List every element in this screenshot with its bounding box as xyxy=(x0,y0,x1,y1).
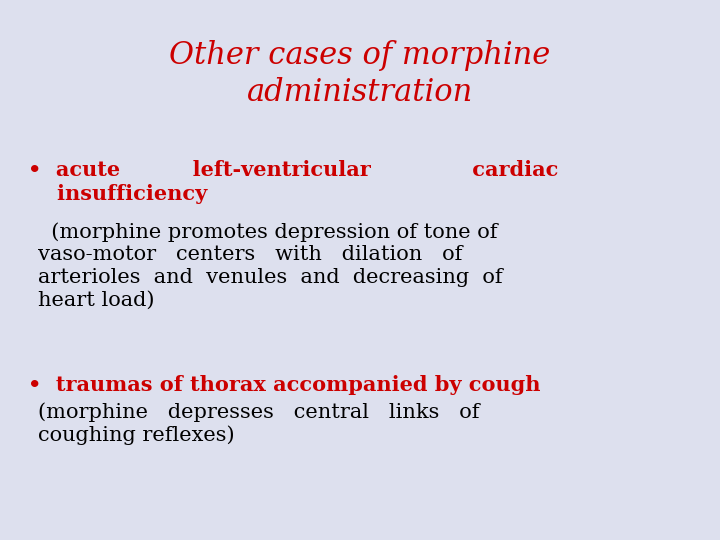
Text: Other cases of morphine
administration: Other cases of morphine administration xyxy=(169,40,551,108)
Text: (morphine   depresses   central   links   of
coughing reflexes): (morphine depresses central links of cou… xyxy=(38,402,480,446)
Text: •  acute          left-ventricular              cardiac
    insufficiency: • acute left-ventricular cardiac insuffi… xyxy=(28,160,559,204)
Text: (morphine promotes depression of tone of
vaso-motor   centers   with   dilation : (morphine promotes depression of tone of… xyxy=(38,222,503,310)
Text: •  traumas of thorax accompanied by cough: • traumas of thorax accompanied by cough xyxy=(28,375,541,395)
